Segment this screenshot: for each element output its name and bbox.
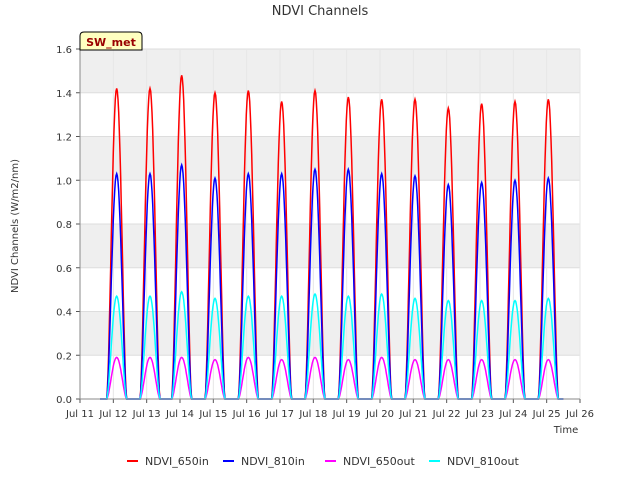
x-tick-label: Jul 11 bbox=[65, 409, 94, 420]
legend-item-ndvi_810in: NDVI_810in bbox=[223, 455, 305, 468]
x-tick-label: Jul 22 bbox=[432, 409, 461, 420]
x-tick-label: Jul 26 bbox=[565, 409, 594, 420]
axes: 0.0 0.2 0.4 0.6 0.8 1.0 1.2 1.4 1.6 Jul 11 Jul 12 J… bbox=[56, 45, 594, 420]
x-axis-label: Time bbox=[553, 425, 578, 436]
x-tick-label: Jul 18 bbox=[298, 409, 327, 420]
site-badge: SW_met bbox=[79, 31, 143, 51]
x-tick-label: Jul 23 bbox=[465, 409, 494, 420]
y-tick-label: 0.8 bbox=[56, 220, 72, 231]
y-tick-label: 0.6 bbox=[56, 264, 72, 275]
x-tick-label: Jul 12 bbox=[98, 409, 127, 420]
x-tick-label: Jul 24 bbox=[498, 409, 527, 420]
x-tick-label: Jul 21 bbox=[398, 409, 427, 420]
x-tick-label: Jul 25 bbox=[532, 409, 561, 420]
plot-band bbox=[80, 311, 580, 356]
y-tick-label: 1.4 bbox=[56, 89, 72, 100]
plot-band bbox=[80, 49, 580, 93]
x-tick-label: Jul 16 bbox=[232, 409, 261, 420]
y-tick-label: 0.2 bbox=[56, 351, 72, 362]
legend-item-ndvi_810out: NDVI_810out bbox=[429, 455, 519, 468]
y-tick-label: 0.4 bbox=[56, 308, 72, 319]
chart-title: NDVI Channels bbox=[272, 4, 369, 19]
site-badge-text: SW_met bbox=[86, 36, 136, 49]
y-tick-label: 1.0 bbox=[56, 176, 72, 187]
y-tick-label: 1.2 bbox=[56, 133, 72, 144]
legend-label: NDVI_810out bbox=[447, 455, 519, 468]
legend: NDVI_650in NDVI_810in NDVI_650out NDVI_810o… bbox=[127, 455, 519, 468]
legend-item-ndvi_650out: NDVI_650out bbox=[325, 455, 415, 468]
plot-bands bbox=[80, 49, 580, 356]
site-badge-box bbox=[79, 31, 143, 51]
plot-band bbox=[80, 224, 580, 268]
y-tick-label: 1.6 bbox=[56, 45, 72, 56]
legend-label: NDVI_810in bbox=[241, 455, 305, 468]
x-tick-label: Jul 13 bbox=[132, 409, 161, 420]
legend-label: NDVI_650in bbox=[145, 455, 209, 468]
x-tick-label: Jul 14 bbox=[165, 409, 194, 420]
x-tick-label: Jul 20 bbox=[365, 409, 394, 420]
x-tick-label: Jul 19 bbox=[332, 409, 361, 420]
y-tick-label: 0.0 bbox=[56, 395, 72, 406]
legend-item-ndvi_650in: NDVI_650in bbox=[127, 455, 209, 468]
x-tick-label: Jul 17 bbox=[265, 409, 294, 420]
y-axis-label: NDVI Channels (W/m2/nm) bbox=[10, 159, 21, 293]
plot-band bbox=[80, 136, 580, 181]
x-tick-label: Jul 15 bbox=[198, 409, 227, 420]
legend-label: NDVI_650out bbox=[343, 455, 415, 468]
